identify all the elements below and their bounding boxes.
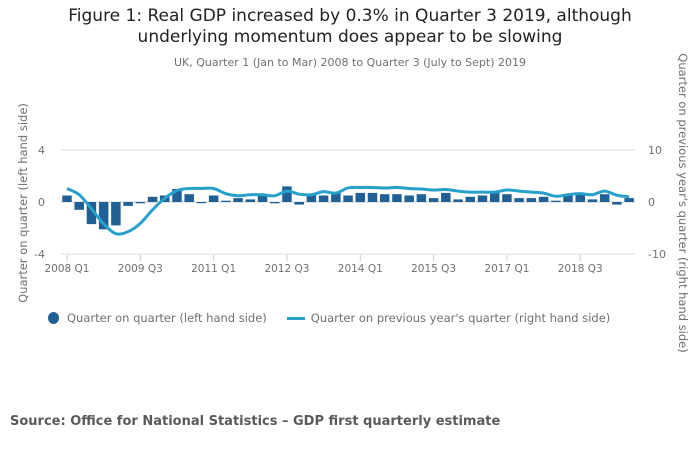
bar-2017-q4[interactable] xyxy=(538,196,549,202)
legend-item-quarter-on-previous-year[interactable]: Quarter on previous year's quarter (righ… xyxy=(286,311,611,325)
x-tick-label: 2014 Q1 xyxy=(338,263,383,275)
left-y-tick-label: -4 xyxy=(34,248,45,261)
x-tick-label: 2018 Q3 xyxy=(558,263,603,275)
bar-2018-q4[interactable] xyxy=(587,199,598,202)
bar-2014-q4[interactable] xyxy=(392,194,402,202)
bar-2015-q2[interactable] xyxy=(416,194,427,202)
bar-2013-q3[interactable] xyxy=(331,192,341,202)
bar-2011-q2[interactable] xyxy=(221,200,231,202)
bar-2016-q4[interactable] xyxy=(489,192,500,202)
bar-2010-q2[interactable] xyxy=(172,189,182,202)
bar-2019-q2[interactable] xyxy=(612,202,622,205)
bar-2010-q4[interactable] xyxy=(196,202,207,204)
bar-2016-q2[interactable] xyxy=(465,196,476,202)
bar-2017-q2[interactable] xyxy=(514,198,524,202)
bar-2008-q4[interactable] xyxy=(98,202,109,230)
bar-2018-q3[interactable] xyxy=(575,194,585,202)
bar-2015-q3[interactable] xyxy=(428,198,439,202)
chart-title-line-2: underlying momentum does appear to be sl… xyxy=(137,27,563,47)
bar-2019-q1[interactable] xyxy=(599,194,610,202)
x-tick-label: 2015 Q3 xyxy=(411,263,456,275)
line-series xyxy=(66,185,630,236)
right-y-tick-label: 0 xyxy=(648,196,655,209)
legend-label: Quarter on previous year's quarter (righ… xyxy=(310,311,611,325)
bar-2009-q3[interactable] xyxy=(135,202,146,204)
legend-item-quarter-on-quarter[interactable]: Quarter on quarter (left hand side) xyxy=(48,311,267,325)
bar-2009-q1[interactable] xyxy=(111,202,121,226)
bar-2012-q4[interactable] xyxy=(294,202,304,205)
bar-2018-q1[interactable] xyxy=(551,200,561,202)
x-axis: 2008 Q1 2009 Q3 2011 Q1 2012 Q3 2014 Q1 2015 … xyxy=(44,255,603,275)
bar-2012-q2[interactable] xyxy=(269,202,280,204)
bar-2014-q3[interactable] xyxy=(379,194,390,202)
bar-2009-q2[interactable] xyxy=(123,202,133,206)
chart-subtitle: UK, Quarter 1 (Jan to Mar) 2008 to Quart… xyxy=(173,56,527,69)
legend: Quarter on quarter (left hand side) Quar… xyxy=(48,311,630,325)
bar-2019-q3[interactable] xyxy=(624,198,634,202)
left-y-tick-label: 0 xyxy=(38,196,45,209)
bar-2015-q4[interactable] xyxy=(441,192,451,202)
legend-line-icon xyxy=(286,316,305,320)
bar-2008-q3[interactable] xyxy=(86,202,97,225)
right-y-axis: 10 0 -10 xyxy=(648,144,666,261)
bar-2013-q2[interactable] xyxy=(318,195,329,203)
x-tick-label: 2012 Q3 xyxy=(264,263,309,275)
bar-2009-q4[interactable] xyxy=(147,196,158,202)
bar-2017-q3[interactable] xyxy=(526,198,537,202)
right-y-axis-label: Quarter on previous year's quarter (righ… xyxy=(676,53,690,352)
legend-label: Quarter on quarter (left hand side) xyxy=(67,311,267,325)
bar-2015-q1[interactable] xyxy=(404,195,414,203)
source-note: Source: Office for National Statistics –… xyxy=(10,414,501,429)
bar-2018-q2[interactable] xyxy=(563,195,573,203)
bar-2010-q3[interactable] xyxy=(184,194,194,202)
x-tick-label: 2011 Q1 xyxy=(191,263,236,275)
x-tick-label: 2017 Q1 xyxy=(484,263,529,275)
bar-2008-q2[interactable] xyxy=(74,202,84,210)
bar-2016-q3[interactable] xyxy=(477,195,488,203)
bar-2012-q3[interactable] xyxy=(282,186,292,202)
left-y-tick-label: 4 xyxy=(38,144,45,157)
left-y-axis-label: Quarter on quarter (left hand side) xyxy=(16,103,30,303)
right-y-tick-label: 10 xyxy=(648,144,662,157)
chart-title: Figure 1: Real GDP increased by 0.3% in … xyxy=(0,6,700,48)
bar-2013-q1[interactable] xyxy=(306,194,317,202)
bar-2014-q2[interactable] xyxy=(367,192,378,202)
x-tick-label: 2009 Q3 xyxy=(118,263,163,275)
bar-2012-q1[interactable] xyxy=(257,195,268,203)
bar-2011-q4[interactable] xyxy=(245,199,256,202)
bar-2011-q1[interactable] xyxy=(208,195,219,203)
bar-2013-q4[interactable] xyxy=(343,195,353,203)
bar-2014-q1[interactable] xyxy=(355,192,366,202)
chart-title-line-1: Figure 1: Real GDP increased by 0.3% in … xyxy=(68,6,632,26)
x-tick-label: 2008 Q1 xyxy=(44,263,89,275)
bar-2008-q1[interactable] xyxy=(62,195,72,203)
legend-dot-icon xyxy=(48,312,59,324)
bar-2011-q3[interactable] xyxy=(233,198,243,202)
right-y-tick-label: -10 xyxy=(648,248,666,261)
left-y-axis: 4 0 -4 xyxy=(34,144,45,261)
bar-2016-q1[interactable] xyxy=(453,199,463,202)
bar-series xyxy=(62,186,634,230)
bar-2017-q1[interactable] xyxy=(502,194,512,202)
